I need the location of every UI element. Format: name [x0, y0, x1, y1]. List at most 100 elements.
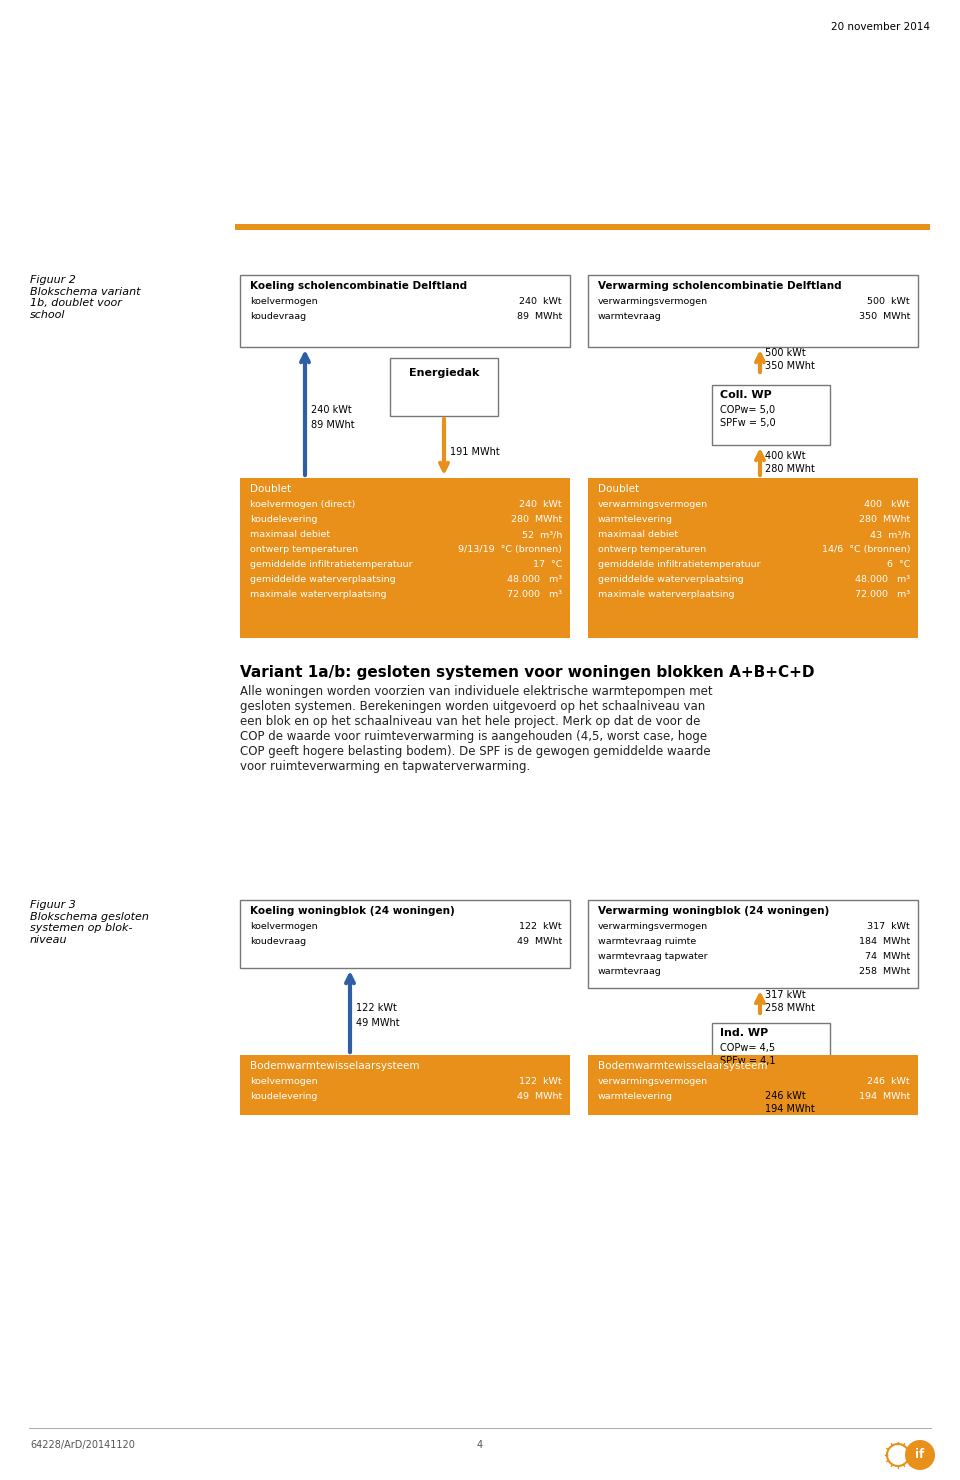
- Text: Figuur 3
Blokschema gesloten
systemen op blok-
niveau: Figuur 3 Blokschema gesloten systemen op…: [30, 900, 149, 944]
- Text: 48.000   m³: 48.000 m³: [507, 576, 562, 585]
- Text: SPFw = 4,1: SPFw = 4,1: [720, 1057, 776, 1066]
- Text: 9/13/19  °C (bronnen): 9/13/19 °C (bronnen): [458, 545, 562, 554]
- Text: 49  MWht: 49 MWht: [516, 937, 562, 946]
- Text: 246 kWt: 246 kWt: [765, 1091, 805, 1101]
- Text: verwarmingsvermogen: verwarmingsvermogen: [598, 297, 708, 306]
- Text: Verwarming woningblok (24 woningen): Verwarming woningblok (24 woningen): [598, 906, 829, 916]
- Text: 191 MWht: 191 MWht: [450, 447, 500, 457]
- Text: koudevraag: koudevraag: [250, 312, 306, 321]
- Text: 72.000   m³: 72.000 m³: [507, 591, 562, 599]
- Text: 500  kWt: 500 kWt: [868, 297, 910, 306]
- Text: Energiedak: Energiedak: [409, 369, 479, 377]
- Text: 43  m³/h: 43 m³/h: [870, 530, 910, 539]
- Text: gemiddelde waterverplaatsing: gemiddelde waterverplaatsing: [250, 576, 396, 585]
- Text: koudelevering: koudelevering: [250, 515, 318, 524]
- Text: 350 MWht: 350 MWht: [765, 361, 815, 371]
- Bar: [240, 900, 570, 968]
- Bar: [390, 358, 498, 416]
- Text: koelvermogen (direct): koelvermogen (direct): [250, 500, 355, 509]
- Text: maximaal debiet: maximaal debiet: [598, 530, 678, 539]
- Text: verwarmingsvermogen: verwarmingsvermogen: [598, 500, 708, 509]
- Text: 280 MWht: 280 MWht: [765, 465, 815, 474]
- Text: Koeling woningblok (24 woningen): Koeling woningblok (24 woningen): [250, 906, 455, 916]
- Bar: [240, 1055, 570, 1114]
- Text: 14/6  °C (bronnen): 14/6 °C (bronnen): [822, 545, 910, 554]
- Text: 500 kWt: 500 kWt: [765, 348, 805, 358]
- Text: 64228/ArD/20141120: 64228/ArD/20141120: [30, 1440, 134, 1450]
- Text: warmtevraag: warmtevraag: [598, 312, 661, 321]
- Text: warmtevraag: warmtevraag: [598, 966, 661, 975]
- Text: verwarmingsvermogen: verwarmingsvermogen: [598, 922, 708, 931]
- Text: warmtelevering: warmtelevering: [598, 1092, 673, 1101]
- Text: 89  MWht: 89 MWht: [516, 312, 562, 321]
- Text: Verwarming scholencombinatie Delftland: Verwarming scholencombinatie Delftland: [598, 281, 842, 292]
- Text: 258 MWht: 258 MWht: [765, 1003, 815, 1012]
- Text: warmtelevering: warmtelevering: [598, 515, 673, 524]
- Text: Variant 1a/b: gesloten systemen voor woningen blokken A+B+C+D: Variant 1a/b: gesloten systemen voor won…: [240, 665, 814, 679]
- Text: 194 MWht: 194 MWht: [765, 1104, 815, 1114]
- Text: Koeling scholencombinatie Delftland: Koeling scholencombinatie Delftland: [250, 281, 468, 292]
- Text: gemiddelde waterverplaatsing: gemiddelde waterverplaatsing: [598, 576, 744, 585]
- Text: Doublet: Doublet: [250, 484, 291, 494]
- Text: koudelevering: koudelevering: [250, 1092, 318, 1101]
- Text: Doublet: Doublet: [598, 484, 639, 494]
- Text: Bodemwarmtewisselaarsysteem: Bodemwarmtewisselaarsysteem: [250, 1061, 420, 1072]
- Bar: [588, 1055, 918, 1114]
- Text: 240  kWt: 240 kWt: [519, 297, 562, 306]
- Text: warmtevraag ruimte: warmtevraag ruimte: [598, 937, 696, 946]
- Text: 17  °C: 17 °C: [533, 559, 562, 568]
- Text: verwarmingsvermogen: verwarmingsvermogen: [598, 1077, 708, 1086]
- Bar: [240, 478, 570, 638]
- Text: 317  kWt: 317 kWt: [867, 922, 910, 931]
- Text: 280  MWht: 280 MWht: [511, 515, 562, 524]
- Text: 184  MWht: 184 MWht: [859, 937, 910, 946]
- Text: ontwerp temperaturen: ontwerp temperaturen: [250, 545, 358, 554]
- Text: maximaal debiet: maximaal debiet: [250, 530, 330, 539]
- Text: koudevraag: koudevraag: [250, 937, 306, 946]
- Text: 240  kWt: 240 kWt: [519, 500, 562, 509]
- Text: COPw= 5,0: COPw= 5,0: [720, 406, 775, 414]
- Text: Alle woningen worden voorzien van individuele elektrische warmtepompen met
geslo: Alle woningen worden voorzien van indivi…: [240, 685, 712, 773]
- Text: 400 kWt: 400 kWt: [765, 451, 805, 460]
- Text: 246  kWt: 246 kWt: [868, 1077, 910, 1086]
- Text: COPw= 4,5: COPw= 4,5: [720, 1043, 775, 1052]
- Text: 400   kWt: 400 kWt: [864, 500, 910, 509]
- Text: 72.000   m³: 72.000 m³: [854, 591, 910, 599]
- Text: 52  m³/h: 52 m³/h: [521, 530, 562, 539]
- Text: 20 november 2014: 20 november 2014: [831, 22, 930, 33]
- Text: 49  MWht: 49 MWht: [516, 1092, 562, 1101]
- Text: 122  kWt: 122 kWt: [519, 922, 562, 931]
- Text: if: if: [916, 1447, 924, 1461]
- Text: 49 MWht: 49 MWht: [356, 1018, 399, 1029]
- Text: 122  kWt: 122 kWt: [519, 1077, 562, 1086]
- Text: koelvermogen: koelvermogen: [250, 922, 318, 931]
- Text: koelvermogen: koelvermogen: [250, 297, 318, 306]
- Text: 89 MWht: 89 MWht: [311, 420, 354, 431]
- Bar: [235, 223, 930, 229]
- Bar: [588, 900, 918, 989]
- Bar: [240, 275, 570, 346]
- Text: 194  MWht: 194 MWht: [859, 1092, 910, 1101]
- Bar: [712, 1023, 830, 1083]
- Text: 4: 4: [477, 1440, 483, 1450]
- Bar: [588, 275, 918, 346]
- Bar: [712, 385, 830, 445]
- Text: 317 kWt: 317 kWt: [765, 990, 805, 1000]
- Text: 350  MWht: 350 MWht: [858, 312, 910, 321]
- Text: 122 kWt: 122 kWt: [356, 1003, 396, 1012]
- Text: 280  MWht: 280 MWht: [859, 515, 910, 524]
- Bar: [588, 478, 918, 638]
- Text: SPFw = 5,0: SPFw = 5,0: [720, 417, 776, 428]
- Text: warmtevraag tapwater: warmtevraag tapwater: [598, 952, 708, 961]
- Text: ontwerp temperaturen: ontwerp temperaturen: [598, 545, 707, 554]
- Text: Coll. WP: Coll. WP: [720, 391, 772, 400]
- Text: koelvermogen: koelvermogen: [250, 1077, 318, 1086]
- Text: maximale waterverplaatsing: maximale waterverplaatsing: [250, 591, 387, 599]
- Text: 6  °C: 6 °C: [887, 559, 910, 568]
- Text: 74  MWht: 74 MWht: [865, 952, 910, 961]
- Text: maximale waterverplaatsing: maximale waterverplaatsing: [598, 591, 734, 599]
- Circle shape: [905, 1440, 935, 1470]
- Text: 240 kWt: 240 kWt: [311, 406, 351, 414]
- Text: 258  MWht: 258 MWht: [859, 966, 910, 975]
- Text: Bodemwarmtewisselaarsysteem: Bodemwarmtewisselaarsysteem: [598, 1061, 767, 1072]
